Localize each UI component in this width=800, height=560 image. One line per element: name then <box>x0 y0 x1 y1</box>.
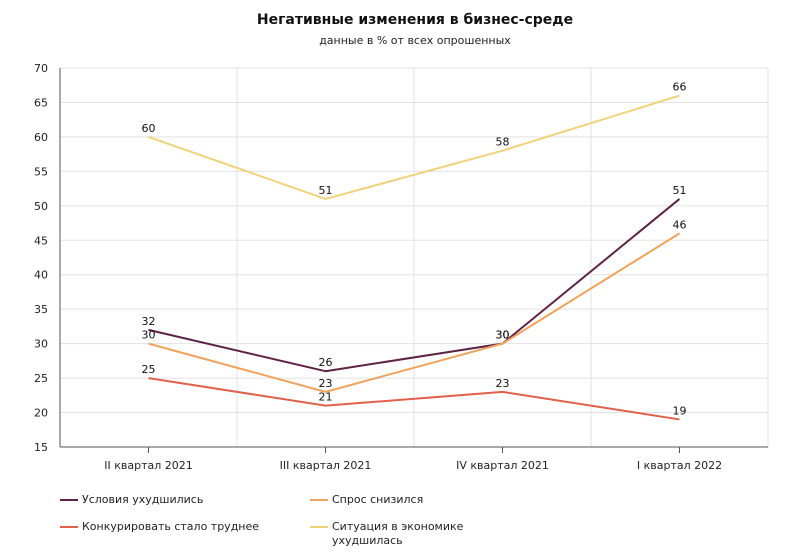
data-label: 30 <box>496 329 510 342</box>
data-label: 23 <box>319 377 333 390</box>
chart-subtitle: данные в % от всех опрошенных <box>319 34 511 47</box>
series-line[interactable] <box>148 198 681 373</box>
data-label: 25 <box>142 363 156 376</box>
data-label: 58 <box>496 136 510 149</box>
data-label: 26 <box>319 356 333 369</box>
data-label: 21 <box>319 391 333 404</box>
legend-swatch <box>310 499 328 501</box>
x-tick-label: I квартал 2022 <box>637 459 722 472</box>
y-tick-label: 25 <box>34 372 48 385</box>
legend-item-spros[interactable]: Спрос снизился <box>310 493 423 507</box>
legend-swatch <box>60 526 78 528</box>
x-tick-label: IV квартал 2021 <box>456 459 549 472</box>
data-label: 30 <box>496 329 510 342</box>
data-label: 46 <box>673 218 687 231</box>
data-label: 60 <box>142 122 156 135</box>
y-tick-label: 15 <box>34 441 48 454</box>
data-label: 23 <box>496 377 510 390</box>
legend-item-situaciya[interactable]: Ситуация в экономике ухудшилась <box>310 520 480 548</box>
series-line[interactable] <box>148 232 681 393</box>
legend-item-konkurencia[interactable]: Конкурировать стало труднее <box>60 520 259 534</box>
y-tick-label: 50 <box>34 200 48 213</box>
legend-label: Конкурировать стало труднее <box>82 520 260 533</box>
legend-label: Спрос снизился <box>332 493 424 506</box>
y-tick-label: 45 <box>34 234 48 247</box>
series-line[interactable] <box>148 377 680 421</box>
y-tick-label: 30 <box>34 338 48 351</box>
data-label: 66 <box>673 81 687 94</box>
legend-item-usloviya[interactable]: Условия ухудшились <box>60 493 203 507</box>
data-label: 32 <box>142 315 156 328</box>
y-tick-label: 20 <box>34 407 48 420</box>
series-line[interactable] <box>148 94 680 200</box>
y-tick-label: 60 <box>34 131 48 144</box>
y-tick-label: 35 <box>34 303 48 316</box>
x-tick-label: II квартал 2021 <box>104 459 193 472</box>
y-tick-label: 70 <box>34 62 48 75</box>
legend-label: Условия ухудшились <box>82 493 204 506</box>
data-label: 30 <box>142 329 156 342</box>
y-tick-label: 65 <box>34 96 48 109</box>
x-tick-label: III квартал 2021 <box>280 459 372 472</box>
legend-swatch <box>60 499 78 501</box>
data-label: 19 <box>673 404 687 417</box>
legend-label: Ситуация в экономике ухудшилась <box>332 520 464 547</box>
y-tick-label: 40 <box>34 269 48 282</box>
data-label: 51 <box>319 184 333 197</box>
data-label: 51 <box>673 184 687 197</box>
legend-swatch <box>310 526 328 528</box>
chart-title: Негативные изменения в бизнес-среде <box>256 12 574 28</box>
y-tick-label: 55 <box>34 165 48 178</box>
